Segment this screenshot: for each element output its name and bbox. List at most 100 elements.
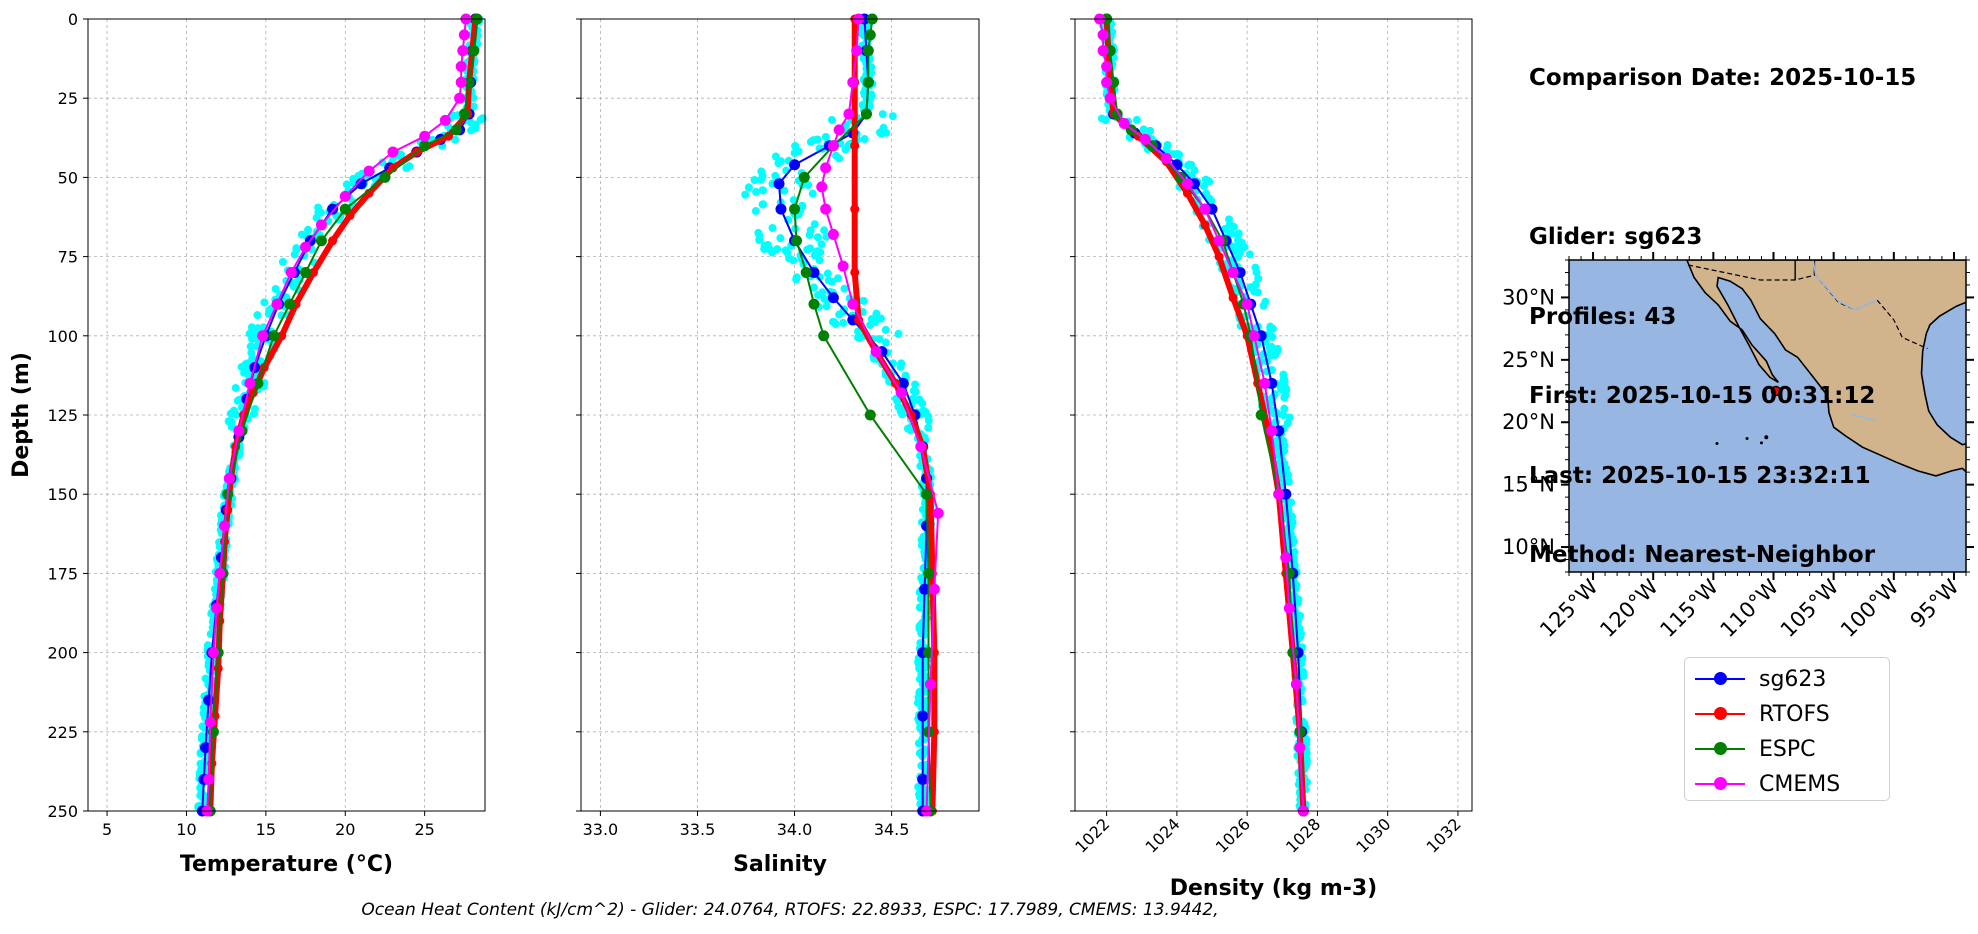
x-tick-label: 1030 bbox=[1352, 814, 1394, 856]
data-point-espc bbox=[268, 330, 280, 342]
observation-point bbox=[780, 186, 789, 195]
observation-point bbox=[839, 318, 848, 327]
observation-point bbox=[405, 162, 414, 171]
observation-point bbox=[271, 284, 280, 293]
observation-point bbox=[810, 251, 819, 260]
map-lat-label: 15°N bbox=[1502, 473, 1555, 497]
y-tick-label: 100 bbox=[47, 327, 78, 346]
data-point-cmems bbox=[847, 298, 859, 310]
observation-point bbox=[1261, 297, 1270, 306]
legend-label-cmems: CMEMS bbox=[1759, 771, 1841, 797]
observation-point bbox=[859, 54, 868, 63]
data-point-cmems bbox=[457, 45, 469, 57]
data-point-cmems bbox=[214, 567, 226, 579]
data-point-cmems bbox=[1104, 92, 1116, 104]
series-cmems bbox=[201, 13, 472, 817]
observation-point bbox=[278, 257, 287, 266]
observation-point bbox=[1279, 376, 1288, 385]
observation-point bbox=[751, 207, 760, 216]
map-frame bbox=[1568, 259, 1967, 573]
data-point-cmems bbox=[257, 330, 269, 342]
data-point-cmems bbox=[363, 165, 375, 177]
legend-item-rtofs: RTOFS bbox=[1695, 699, 1830, 729]
data-point-espc bbox=[864, 29, 876, 41]
data-point-espc bbox=[923, 567, 935, 579]
observation-point bbox=[776, 234, 785, 243]
data-point-cmems bbox=[820, 162, 832, 174]
y-tick-label: 75 bbox=[58, 248, 78, 267]
data-point-espc bbox=[339, 203, 351, 215]
observation-point bbox=[1252, 268, 1261, 277]
legend-label-rtofs: RTOFS bbox=[1759, 701, 1830, 727]
data-point-espc bbox=[798, 171, 810, 183]
x-tick-label: 33.5 bbox=[680, 820, 716, 839]
map-island bbox=[1715, 441, 1719, 445]
data-point-cmems bbox=[223, 472, 235, 484]
observation-point bbox=[1132, 115, 1141, 124]
observation-point bbox=[810, 220, 819, 229]
observation-point bbox=[1170, 150, 1179, 159]
data-point-sg623 bbox=[808, 266, 820, 278]
data-point-rtofs bbox=[308, 267, 318, 277]
x-tick-label: 15 bbox=[256, 820, 276, 839]
data-point-cmems bbox=[1241, 298, 1253, 310]
observation-point bbox=[917, 749, 926, 758]
map-lat-label: 25°N bbox=[1502, 348, 1555, 372]
observation-point bbox=[290, 250, 299, 259]
data-point-cmems bbox=[233, 425, 245, 437]
data-point-cmems bbox=[219, 520, 231, 532]
data-point-cmems bbox=[458, 29, 470, 41]
observation-point bbox=[809, 136, 818, 145]
map-island bbox=[1759, 441, 1763, 445]
observation-point bbox=[1200, 182, 1209, 191]
observation-point bbox=[813, 233, 822, 242]
observation-point bbox=[759, 186, 768, 195]
method: Method: Nearest-Neighbor bbox=[1529, 542, 1876, 568]
data-point-cmems bbox=[211, 602, 223, 614]
data-point-cmems bbox=[207, 647, 219, 659]
data-point-cmems bbox=[915, 441, 927, 453]
data-point-cmems bbox=[1097, 29, 1109, 41]
legend-swatch-cmems bbox=[1695, 777, 1745, 790]
y-tick-label: 150 bbox=[47, 485, 78, 504]
map-lat-label: 20°N bbox=[1502, 410, 1555, 434]
data-point-sg623 bbox=[917, 710, 929, 722]
data-point-sg623 bbox=[355, 178, 367, 190]
data-point-rtofs bbox=[1182, 188, 1192, 198]
data-point-espc bbox=[808, 298, 820, 310]
observation-point bbox=[1245, 250, 1254, 259]
y-tick-label: 0 bbox=[68, 10, 78, 29]
observation-point bbox=[915, 657, 924, 666]
legend-item-sg623: sg623 bbox=[1695, 664, 1826, 694]
glider-position-marker bbox=[1770, 385, 1782, 397]
series-cmems bbox=[1094, 13, 1309, 817]
observation-point bbox=[876, 128, 885, 137]
x-tick-label: 34.5 bbox=[874, 820, 910, 839]
data-point-cmems bbox=[1160, 152, 1172, 164]
data-point-cmems bbox=[300, 241, 312, 253]
observation-point bbox=[1221, 225, 1230, 234]
data-point-espc bbox=[800, 266, 812, 278]
data-point-sg623 bbox=[919, 583, 931, 595]
data-point-cmems bbox=[387, 146, 399, 158]
data-point-rtofs bbox=[277, 331, 287, 341]
first-time: First: 2025-10-15 00:31:12 bbox=[1529, 383, 1876, 409]
data-point-cmems bbox=[1199, 203, 1211, 215]
info-panel: Comparison Date: 2025-10-15 Glider: sg62… bbox=[1529, 12, 1916, 595]
map-land bbox=[1686, 260, 1966, 477]
observation-point bbox=[741, 190, 750, 199]
observation-point bbox=[794, 147, 803, 156]
x-axis-label: Temperature (°C) bbox=[180, 852, 393, 877]
data-point-sg623 bbox=[327, 203, 339, 215]
observation-point bbox=[894, 329, 903, 338]
data-point-cmems bbox=[285, 266, 297, 278]
data-point-rtofs bbox=[1200, 220, 1210, 230]
observation-point bbox=[1234, 229, 1243, 238]
legend-item-espc: ESPC bbox=[1695, 734, 1816, 764]
observation-point bbox=[827, 115, 836, 124]
observation-point bbox=[888, 112, 897, 121]
observation-point bbox=[1279, 370, 1288, 379]
data-point-sg623 bbox=[200, 742, 212, 754]
observation-point bbox=[781, 246, 790, 255]
data-point-espc bbox=[789, 203, 801, 215]
